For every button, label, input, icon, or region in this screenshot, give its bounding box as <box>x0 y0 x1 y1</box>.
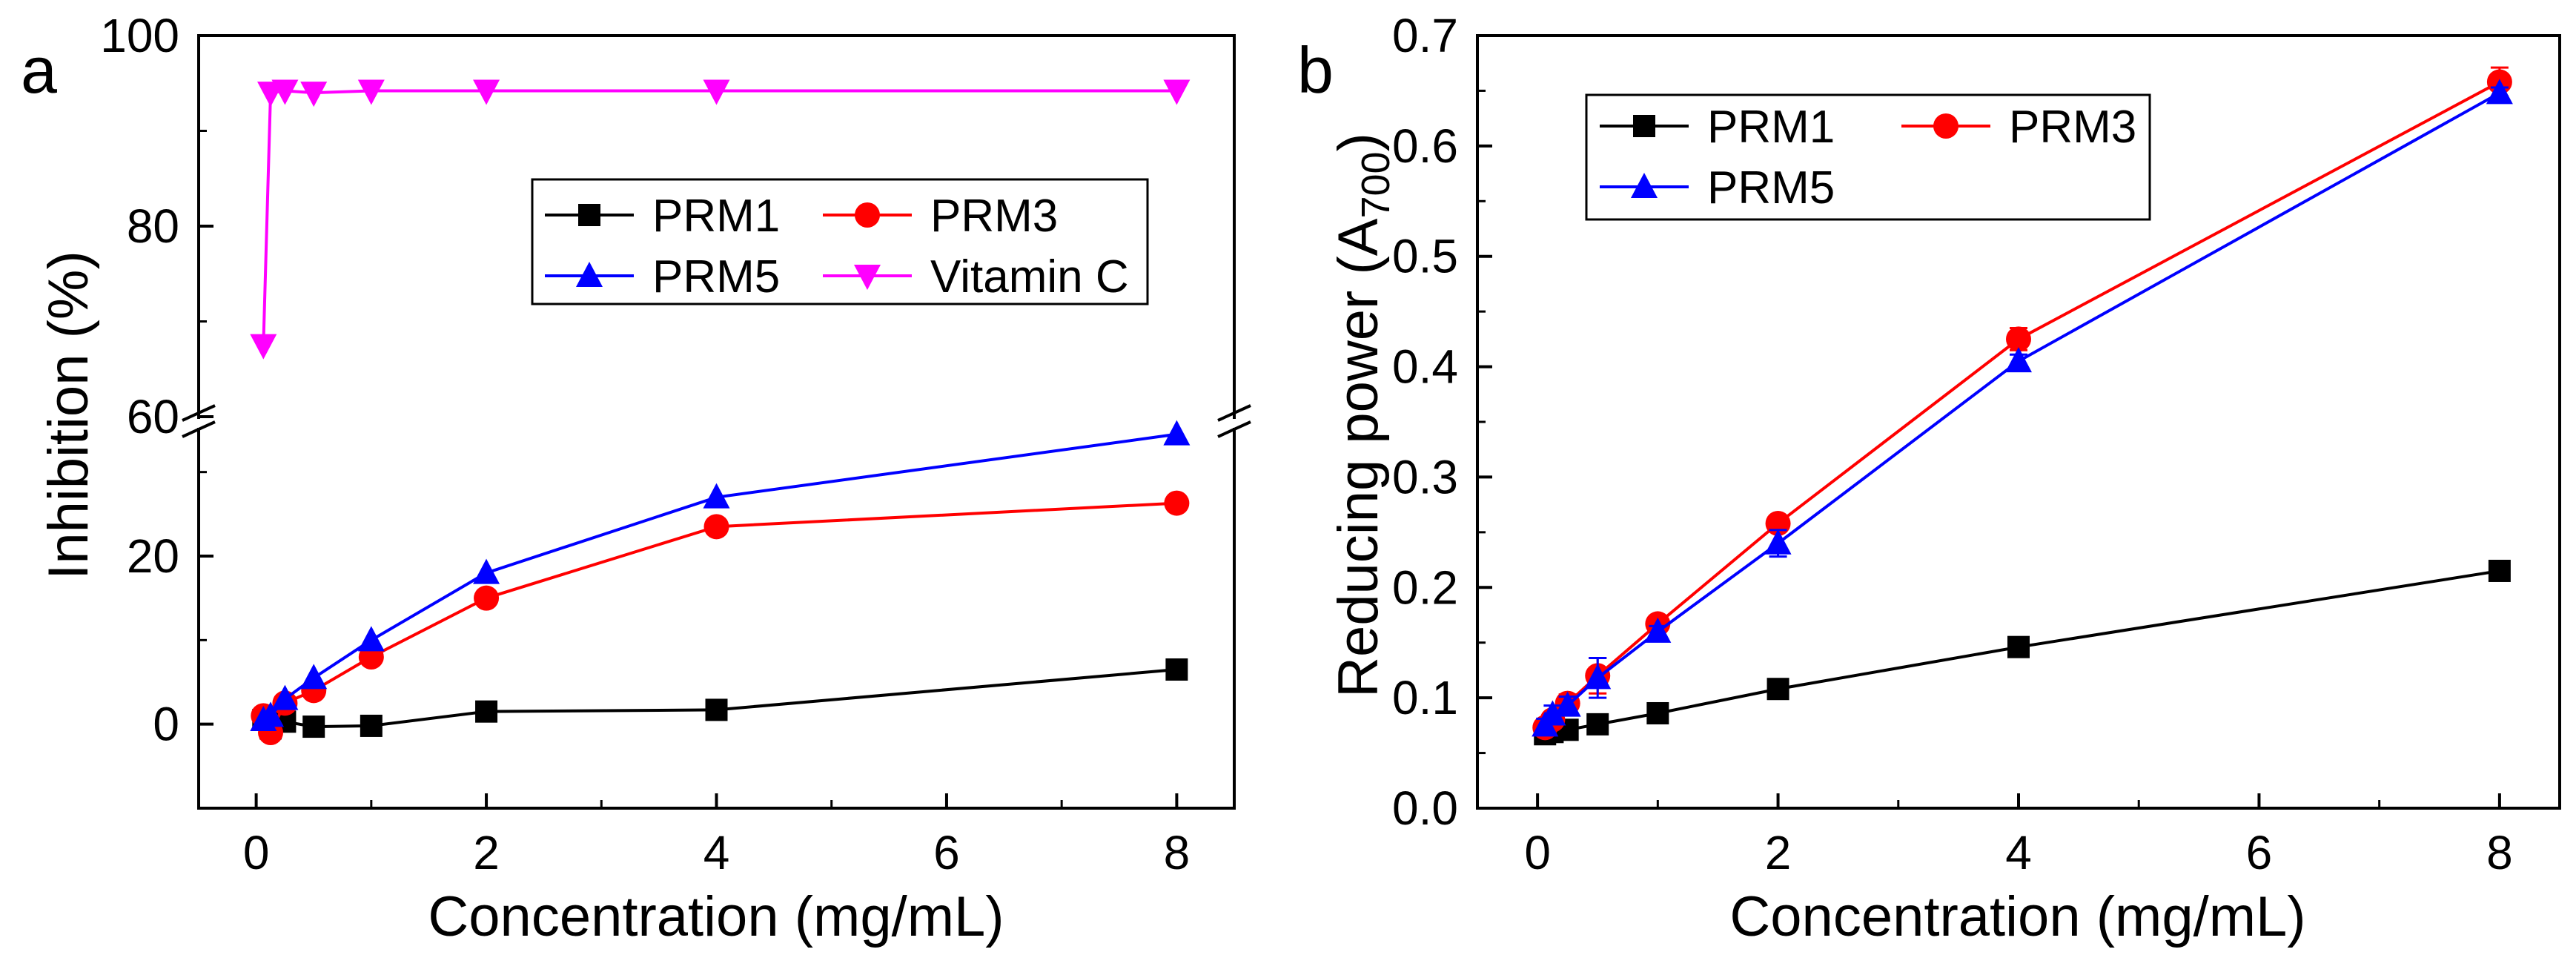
panel-b-axes: 0 2 4 6 8 0.0 0.1 0.2 0.3 0.4 0.5 0.6 0.7 <box>1392 9 2513 879</box>
panel-b-legend-label-prm1: PRM1 <box>1707 102 1835 153</box>
panel-a-legend-label-vitamin-c: Vitamin C <box>930 251 1129 303</box>
panel-a-point-prm5 <box>300 664 328 690</box>
panel-b-legend-label-prm3: PRM3 <box>2009 102 2136 153</box>
panel-b-y-tick-label: 0.2 <box>1392 561 1458 614</box>
panel-a-y-tick-label: 80 <box>127 199 179 253</box>
panel-a-point-vitamin-c <box>357 79 385 105</box>
panel-b-y-tick-label: 0.7 <box>1392 9 1458 62</box>
panel-a-point-prm1 <box>1165 658 1188 681</box>
panel-a-series-line-prm5 <box>262 432 1177 721</box>
panel-a-legend-box <box>531 178 1149 305</box>
panel-a-point-vitamin-c <box>703 79 730 105</box>
panel-b-x-tick-label: 2 <box>1765 826 1792 879</box>
panel-a-label: a <box>21 33 57 107</box>
panel-b-y-tick-label: 0.4 <box>1392 340 1458 394</box>
panel-a-y-break-mark-left <box>182 404 216 422</box>
panel-a-y-break-mark-left <box>182 420 216 438</box>
panel-a-y-break-mark-right <box>1217 420 1251 438</box>
panel-a-legend-marker-prm1 <box>578 204 600 226</box>
panel-b-point-prm5 <box>1644 617 1672 643</box>
panel-a-point-prm1 <box>302 715 325 738</box>
panel-b-label: b <box>1297 33 1334 107</box>
panel-a-point-prm5 <box>703 483 730 509</box>
panel-b-y-axis-label: Reducing power (A700) <box>1327 133 1398 698</box>
panel-a-point-vitamin-c <box>250 334 277 360</box>
panel-a-legend-marker-prm5 <box>576 262 603 287</box>
panel-b-legend: PRM1 PRM3 PRM5 <box>1585 93 2151 221</box>
panel-a-point-prm5 <box>473 558 500 584</box>
panel-a-legend-marker-vitamin-c <box>854 265 881 290</box>
panel-b-point-prm1 <box>1586 713 1609 736</box>
panel-b-y-tick-label: 0.1 <box>1392 671 1458 724</box>
panel-b-y-tick-label: 0.0 <box>1392 781 1458 835</box>
panel-b-point-prm1 <box>1767 678 1789 701</box>
panel-b-point-prm5 <box>1584 664 1612 690</box>
panel-b-x-tick-label: 4 <box>2005 826 2032 879</box>
panel-a-plot-frame <box>197 34 1236 810</box>
panel-a-legend-label-prm3: PRM3 <box>930 191 1058 242</box>
panel-a-point-vitamin-c <box>473 79 500 105</box>
panel-a-point-prm1 <box>705 698 728 721</box>
panel-a-legend-marker-prm3 <box>855 202 880 228</box>
panel-b-legend-marker-prm1 <box>1633 115 1655 137</box>
panel-a-y-tick-label: 60 <box>127 390 179 443</box>
panel-b-point-prm3 <box>2006 326 2031 352</box>
panel-a-legend-label-prm5: PRM5 <box>652 251 780 303</box>
panel-b-y-tick-label: 0.3 <box>1392 450 1458 503</box>
panel-a-y-tick-label: 100 <box>100 9 179 62</box>
panel-a-x-tick-label: 2 <box>473 826 500 879</box>
panel-b-y-tick-label: 0.5 <box>1392 230 1458 283</box>
panel-a-point-prm1 <box>360 714 383 737</box>
panel-a-x-tick-label: 4 <box>703 826 730 879</box>
panel-b-legend-marker-prm5 <box>1631 173 1658 198</box>
panel-a-point-prm5 <box>257 701 285 727</box>
panel-b-x-tick-label: 8 <box>2486 826 2513 879</box>
panel-b-point-prm1 <box>1646 701 1669 724</box>
panel-a-point-vitamin-c <box>300 82 328 108</box>
panel-a-legend-label-prm1: PRM1 <box>652 191 780 242</box>
panel-a-point-prm3 <box>703 514 729 540</box>
panel-a-point-vitamin-c <box>1163 79 1191 105</box>
panel-a-point-prm3 <box>474 585 500 611</box>
panel-b-legend-box <box>1585 93 2151 221</box>
panel-a-series <box>250 79 1191 745</box>
panel-a-point-prm5 <box>1163 420 1191 446</box>
panel-a-x-axis-label: Concentration (mg/mL) <box>428 885 1004 948</box>
panel-a-legend: PRM1 PRM3 PRM5 Vitamin C <box>531 178 1149 305</box>
panel-a-point-prm1 <box>475 700 498 723</box>
panel-a-point-prm5 <box>357 626 385 652</box>
panel-b-x-tick-label: 6 <box>2246 826 2273 879</box>
panel-b-series <box>1532 66 2513 746</box>
panel-b-point-prm1 <box>2007 635 2030 658</box>
panel-a-x-tick-label: 0 <box>243 826 270 879</box>
panel-b-point-prm5 <box>1539 700 1566 726</box>
panel-b-point-prm5 <box>2005 347 2032 373</box>
panel-b-point-prm5 <box>2486 79 2513 105</box>
panel-a-y-axis-label: Inhibition (%) <box>37 251 100 580</box>
panel-b-legend-label-prm5: PRM5 <box>1707 162 1835 214</box>
panel-b: b 0 2 4 6 8 0.0 0.1 0.2 0.3 0.4 0.5 0.6 0.7 Concentr… <box>1297 9 2561 948</box>
panel-a-y-tick-label: 0 <box>153 698 179 751</box>
panel-b-x-axis-label: Concentration (mg/mL) <box>1729 885 2305 948</box>
panel-a-y-break-mark-right <box>1217 404 1251 422</box>
panel-b-y-tick-label: 0.6 <box>1392 119 1458 173</box>
panel-b-point-prm1 <box>2488 559 2511 582</box>
panel-b-point-prm5 <box>1554 691 1581 717</box>
panel-a-point-vitamin-c <box>271 79 299 105</box>
panel-b-point-prm5 <box>1764 529 1792 555</box>
panel-a-point-prm3 <box>1164 490 1190 516</box>
panel-a-x-tick-label: 8 <box>1164 826 1191 879</box>
panel-a-y-tick-label: 20 <box>127 529 179 583</box>
panel-a-point-prm5 <box>271 684 299 710</box>
panel-a-x-tick-label: 6 <box>933 826 960 879</box>
panel-b-legend-marker-prm3 <box>1933 113 1959 139</box>
panel-b-x-tick-label: 0 <box>1524 826 1551 879</box>
